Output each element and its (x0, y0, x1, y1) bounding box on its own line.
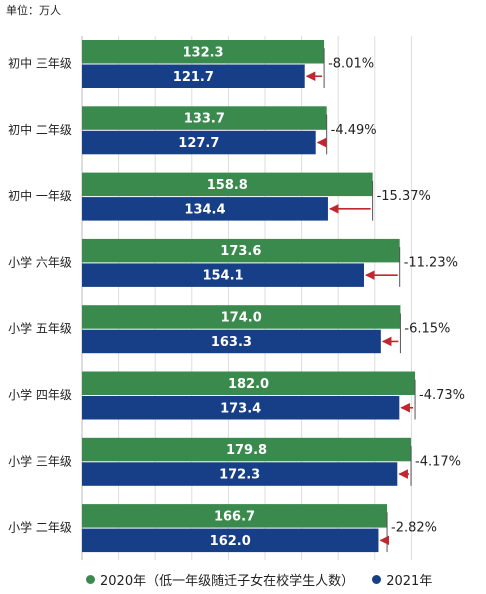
bar-2020 (82, 437, 412, 462)
category-label: 小学 五年级 (8, 321, 72, 336)
category-label: 初中 二年级 (8, 122, 72, 137)
data-label-2021: 172.3 (219, 468, 260, 483)
bar-2021 (82, 329, 381, 354)
bar-2021 (82, 528, 379, 553)
bar-chart: 初中 三年级 132.3 121.7 -8.01% 初中 二年级 133.7 127.7 -4… (8, 36, 465, 560)
bar-2020 (82, 371, 416, 395)
legend: 2020年（低一年级随迁子女在校学生人数） 2021年 (86, 570, 446, 589)
data-label-2021: 134.4 (184, 202, 225, 217)
data-label-2020: 158.8 (207, 178, 248, 193)
change-label: -8.01% (328, 57, 374, 72)
data-label-2020: 174.0 (221, 310, 262, 325)
change-label: -4.73% (419, 388, 465, 403)
category-label: 小学 六年级 (8, 254, 72, 269)
bar-2020 (82, 106, 327, 130)
change-label: -4.17% (415, 454, 461, 469)
data-label-2021: 154.1 (202, 269, 243, 284)
bar-2021 (82, 396, 400, 420)
category-label: 小学 三年级 (8, 453, 72, 468)
bar-2020 (82, 172, 373, 197)
bar-2021 (82, 263, 365, 287)
bar-2020 (82, 305, 401, 329)
legend-swatch-2020 (86, 575, 95, 584)
bar-2020 (82, 238, 400, 263)
data-label-2021: 173.4 (220, 401, 261, 416)
bar-2020 (82, 40, 325, 64)
legend-label-2021: 2021年 (386, 574, 433, 589)
bar-2021 (82, 197, 328, 221)
legend-item-2020: 2020年（低一年级随迁子女在校学生人数） (86, 570, 354, 589)
change-label: -15.37% (377, 189, 431, 204)
legend-swatch-2021 (372, 575, 382, 584)
change-label: -11.23% (404, 255, 458, 270)
data-label-2021: 163.3 (211, 335, 252, 350)
unit-label: 单位：万人 (6, 4, 61, 17)
change-label: -2.82% (391, 521, 437, 536)
data-label-2021: 162.0 (210, 534, 251, 549)
legend-label-2020: 2020年（低一年级随迁子女在校学生人数） (100, 574, 355, 589)
bar-2021 (82, 130, 316, 155)
category-label: 小学 四年级 (8, 387, 72, 402)
data-label-2021: 127.7 (178, 136, 219, 151)
category-label: 初中 一年级 (8, 188, 72, 203)
data-label-2020: 166.7 (214, 509, 255, 524)
data-label-2020: 132.3 (182, 45, 223, 60)
data-label-2020: 182.0 (228, 377, 269, 392)
bar-2021 (82, 462, 398, 486)
bar-2020 (82, 504, 388, 528)
data-label-2021: 121.7 (173, 70, 214, 85)
change-label: -6.15% (404, 322, 450, 337)
change-label: -4.49% (331, 123, 377, 138)
data-label-2020: 173.6 (220, 244, 261, 259)
category-label: 小学 二年级 (8, 520, 72, 535)
bar-2021 (82, 64, 305, 88)
data-label-2020: 179.8 (226, 443, 267, 458)
category-label: 初中 三年级 (8, 56, 72, 71)
legend-item-2021: 2021年 (372, 570, 432, 589)
data-label-2020: 133.7 (184, 112, 225, 127)
